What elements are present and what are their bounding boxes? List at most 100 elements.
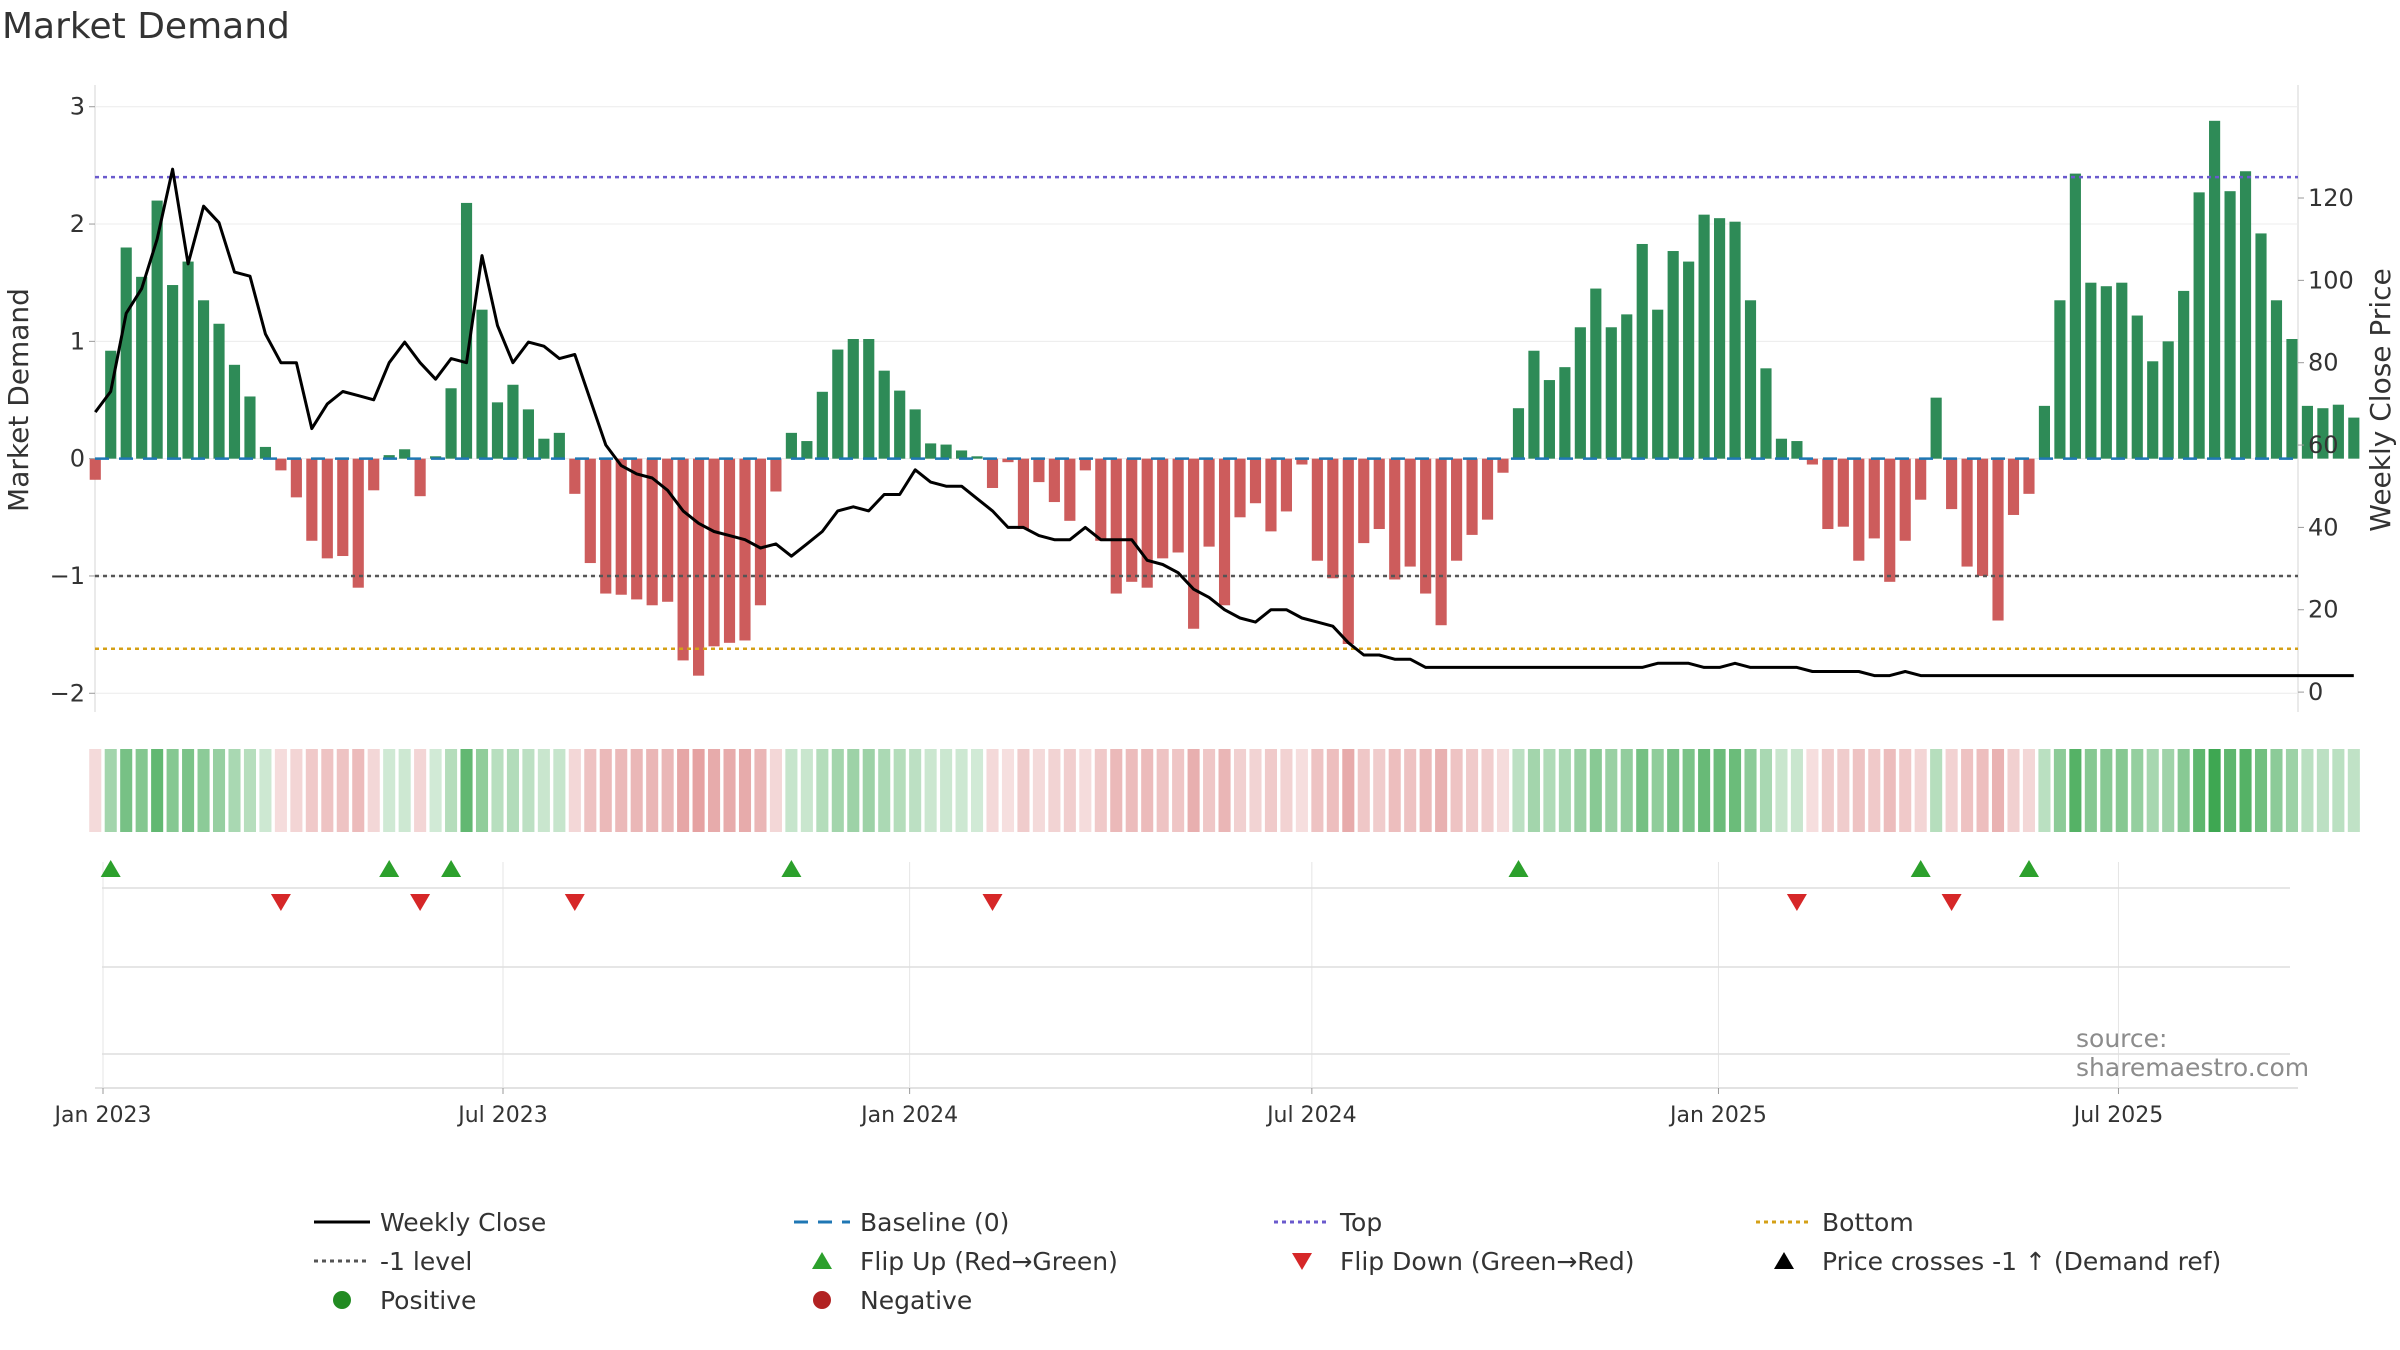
heat-cell bbox=[1790, 749, 1803, 832]
left-tick-label: 3 bbox=[70, 93, 85, 121]
demand-bar-positive bbox=[2255, 233, 2267, 459]
x-tick-label: Jan 2025 bbox=[1668, 1103, 1767, 1128]
demand-bar-negative bbox=[1265, 458, 1277, 532]
demand-bar-negative bbox=[739, 458, 751, 641]
demand-bar-positive bbox=[1636, 243, 1648, 459]
demand-bar-positive bbox=[2054, 300, 2066, 459]
heat-cell bbox=[1868, 749, 1881, 832]
demand-bar-positive bbox=[2162, 341, 2174, 459]
demand-bar-positive bbox=[1559, 367, 1571, 459]
demand-bar-negative bbox=[693, 458, 705, 676]
demand-bar-positive bbox=[2317, 408, 2329, 459]
heat-cell bbox=[135, 749, 148, 832]
demand-bar-positive bbox=[1652, 309, 1664, 459]
heat-cell bbox=[290, 749, 303, 832]
heat-cell bbox=[1125, 749, 1138, 832]
demand-bar-positive bbox=[1683, 261, 1695, 459]
heat-cell bbox=[2131, 749, 2144, 832]
y-axis-label-left: Market Demand bbox=[2, 288, 35, 512]
heat-cell bbox=[1930, 749, 1943, 832]
heat-cell bbox=[166, 749, 179, 832]
heat-cell bbox=[1063, 749, 1076, 832]
demand-bar-positive bbox=[1744, 300, 1757, 459]
flip-down-marker bbox=[564, 894, 585, 911]
demand-heat-strip bbox=[89, 749, 2360, 832]
demand-bar-negative bbox=[1064, 458, 1076, 521]
x-tick-label: Jul 2023 bbox=[456, 1103, 548, 1128]
heat-cell bbox=[708, 749, 721, 832]
heat-cell bbox=[2193, 749, 2206, 832]
heat-cell bbox=[1852, 749, 1865, 832]
demand-bar-negative bbox=[662, 458, 674, 602]
demand-bar-negative bbox=[1002, 458, 1014, 463]
demand-bar-negative bbox=[1311, 458, 1323, 561]
demand-bar-negative bbox=[1218, 458, 1231, 606]
heat-cell bbox=[506, 749, 519, 832]
demand-bar-negative bbox=[1296, 458, 1308, 465]
heat-cell bbox=[2316, 749, 2329, 832]
right-tick-label: 40 bbox=[2308, 513, 2339, 541]
heat-cell bbox=[800, 749, 813, 832]
heat-cell bbox=[754, 749, 767, 832]
demand-bar-negative bbox=[723, 458, 736, 643]
heat-cell bbox=[2038, 749, 2051, 832]
demand-bar-negative bbox=[306, 458, 318, 541]
heat-cell bbox=[2177, 749, 2190, 832]
demand-bar-positive bbox=[522, 409, 534, 459]
demand-bar-negative bbox=[1280, 458, 1292, 512]
flip-down-marker bbox=[410, 894, 431, 911]
demand-bar-positive bbox=[1574, 327, 1586, 459]
heat-cell bbox=[2162, 749, 2175, 832]
demand-bar-negative bbox=[708, 458, 720, 647]
demand-bar-negative bbox=[1961, 458, 1973, 567]
heat-cell bbox=[1636, 749, 1649, 832]
heat-cell bbox=[630, 749, 643, 832]
heat-cell bbox=[1806, 749, 1819, 832]
demand-bar-positive bbox=[878, 370, 890, 459]
heat-cell bbox=[414, 749, 427, 832]
demand-bar-negative bbox=[1079, 458, 1091, 471]
heat-cell bbox=[1187, 749, 1200, 832]
heat-cell bbox=[971, 749, 984, 832]
heat-cell bbox=[816, 749, 829, 832]
demand-bar-negative bbox=[1435, 458, 1447, 626]
chart-frame bbox=[94, 85, 2299, 1089]
heat-cell bbox=[321, 749, 334, 832]
demand-bar-negative bbox=[631, 458, 643, 600]
demand-bar-positive bbox=[182, 261, 194, 459]
demand-bar-positive bbox=[2147, 361, 2159, 459]
y-axis-label-right: Weekly Close Price bbox=[2364, 268, 2397, 531]
flip-down-marker bbox=[982, 894, 1003, 911]
demand-bar-positive bbox=[847, 339, 859, 459]
demand-bar-negative bbox=[646, 458, 658, 606]
demand-bar-positive bbox=[1930, 397, 1942, 459]
demand-bar-positive bbox=[2193, 192, 2205, 459]
heat-cell bbox=[1388, 749, 1401, 832]
demand-bar-negative bbox=[986, 458, 999, 488]
heat-cell bbox=[1605, 749, 1618, 832]
heat-cell bbox=[1651, 749, 1664, 832]
demand-bar-negative bbox=[1976, 458, 1989, 576]
heat-cell bbox=[305, 749, 318, 832]
reference-lines bbox=[95, 175, 2298, 650]
demand-bar-positive bbox=[940, 444, 952, 459]
demand-bar-positive bbox=[801, 441, 813, 459]
demand-bar-positive bbox=[1791, 441, 1803, 459]
demand-bars bbox=[89, 120, 2360, 676]
heat-cell bbox=[1961, 749, 1974, 832]
heat-cell bbox=[1295, 749, 1308, 832]
demand-bar-positive bbox=[383, 455, 395, 459]
heat-cell bbox=[2301, 749, 2314, 832]
demand-bar-negative bbox=[2007, 458, 2020, 515]
demand-bar-positive bbox=[553, 432, 565, 459]
heat-cell bbox=[1141, 749, 1154, 832]
heat-cell bbox=[1667, 749, 1680, 832]
demand-bar-positive bbox=[2209, 120, 2221, 459]
demand-bar-positive bbox=[2332, 404, 2344, 459]
heat-cell bbox=[924, 749, 937, 832]
demand-bar-positive bbox=[167, 285, 179, 459]
heat-cell bbox=[1945, 749, 1958, 832]
heat-cell bbox=[862, 749, 875, 832]
demand-bar-positive bbox=[244, 396, 256, 459]
